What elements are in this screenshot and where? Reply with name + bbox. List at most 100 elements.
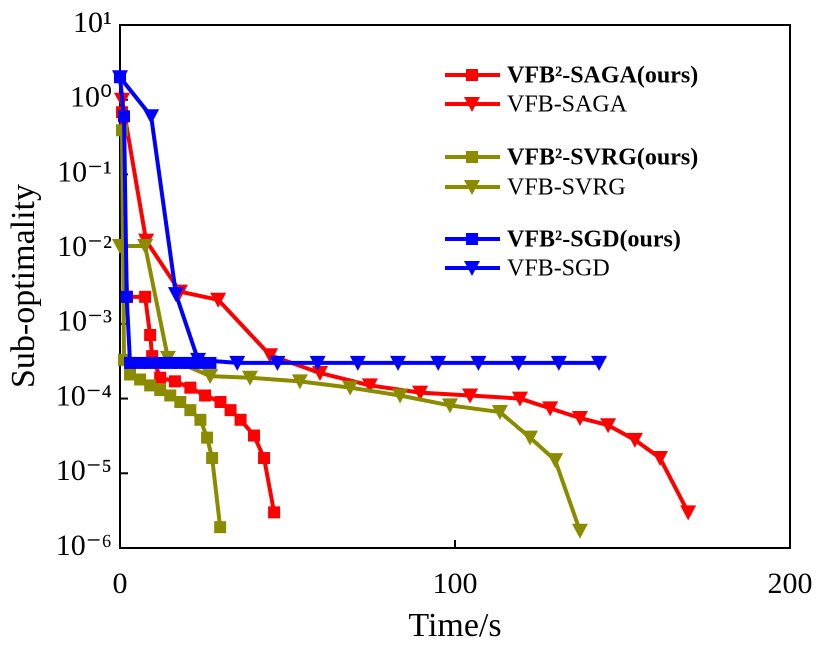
marker	[342, 380, 359, 396]
legend-label: VFB²-SAGA(ours)	[507, 63, 698, 89]
marker	[510, 355, 527, 371]
marker	[118, 110, 131, 123]
marker	[390, 355, 407, 371]
marker	[571, 410, 588, 426]
marker	[262, 348, 279, 364]
marker	[229, 355, 246, 371]
marker	[224, 404, 237, 417]
marker	[430, 355, 447, 371]
legend-item: VFB²-SVRG(ours)	[445, 145, 698, 171]
marker	[168, 375, 181, 388]
series-line	[120, 112, 277, 513]
marker	[241, 370, 258, 386]
y-tick-label: 10⁻⁴	[56, 379, 112, 412]
marker	[349, 355, 366, 371]
marker	[184, 381, 197, 394]
marker	[258, 452, 271, 465]
marker	[143, 109, 160, 125]
marker	[464, 261, 480, 276]
y-tick-label: 10⁰	[70, 81, 112, 114]
marker	[124, 356, 137, 369]
x-tick-label: 0	[113, 567, 128, 600]
marker	[124, 368, 137, 381]
marker	[214, 395, 227, 408]
marker	[491, 405, 508, 421]
y-tick-label: 10¹	[73, 6, 112, 39]
marker	[199, 389, 212, 402]
marker	[547, 453, 564, 469]
marker	[470, 355, 487, 371]
marker	[167, 287, 184, 303]
legend-item: VFB-SAGA	[445, 92, 628, 118]
y-tick-label: 10⁻²	[57, 230, 112, 263]
marker	[361, 378, 378, 394]
series-line	[118, 75, 600, 365]
marker	[462, 388, 479, 404]
marker	[144, 356, 157, 369]
marker	[214, 521, 227, 534]
marker	[268, 506, 281, 519]
legend-label: VFB²-SGD(ours)	[507, 227, 681, 253]
marker	[139, 290, 152, 303]
marker	[190, 352, 207, 368]
marker	[522, 430, 539, 446]
y-tick-label: 10⁻¹	[57, 155, 112, 188]
marker	[466, 233, 478, 245]
marker	[120, 290, 133, 303]
legend-label: VFB-SGD	[507, 256, 610, 282]
marker	[680, 505, 697, 521]
marker	[441, 398, 458, 414]
marker	[309, 355, 326, 371]
x-tick-label: 100	[433, 567, 478, 600]
marker	[600, 418, 617, 434]
legend-item: VFB²-SAGA(ours)	[445, 63, 698, 89]
legend-label: VFB²-SVRG(ours)	[507, 145, 698, 171]
marker	[201, 431, 214, 444]
marker	[206, 452, 219, 465]
marker	[542, 401, 559, 417]
marker	[194, 413, 207, 426]
y-axis-label: Sub-optimality	[5, 184, 42, 388]
marker	[234, 413, 247, 426]
marker	[184, 356, 197, 369]
marker	[164, 356, 177, 369]
marker	[174, 356, 187, 369]
y-tick-label: 10⁻⁶	[56, 529, 112, 562]
marker	[154, 371, 167, 384]
marker	[626, 432, 643, 448]
legend-label: VFB-SVRG	[507, 175, 626, 201]
marker	[137, 239, 154, 255]
marker	[571, 523, 588, 539]
marker	[269, 355, 286, 371]
y-tick-label: 10⁻⁵	[56, 454, 112, 487]
marker	[154, 356, 167, 369]
marker	[392, 388, 409, 404]
marker	[412, 385, 429, 401]
marker	[144, 328, 157, 341]
legend-item: VFB-SGD	[445, 256, 610, 282]
marker	[248, 429, 260, 442]
marker	[134, 373, 147, 386]
legend-label: VFB-SAGA	[507, 92, 628, 118]
marker	[164, 389, 177, 402]
legend-item: VFB-SVRG	[445, 175, 626, 201]
marker	[466, 151, 478, 163]
legend-item: VFB²-SGD(ours)	[445, 227, 681, 253]
marker	[464, 180, 480, 195]
y-tick-label: 10⁻³	[57, 305, 112, 338]
marker	[464, 97, 480, 112]
marker	[466, 69, 478, 81]
marker	[202, 369, 219, 385]
marker	[591, 355, 608, 371]
marker	[174, 395, 187, 408]
marker	[134, 356, 147, 369]
x-axis-label: Time/s	[408, 607, 501, 644]
marker	[511, 391, 528, 407]
marker	[184, 404, 197, 417]
marker	[112, 70, 128, 86]
marker	[550, 355, 567, 371]
marker	[311, 365, 328, 381]
marker	[154, 384, 167, 397]
marker	[118, 353, 131, 366]
